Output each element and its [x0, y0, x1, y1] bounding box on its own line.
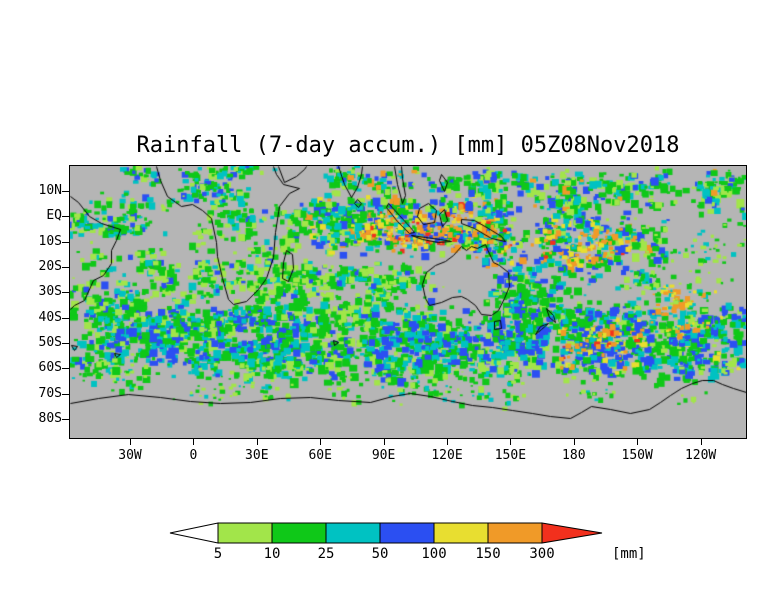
- lon-label-150E: 150E: [494, 448, 527, 463]
- colorbar: [169, 522, 603, 544]
- lon-label-60E: 60E: [308, 448, 332, 463]
- lat-label-10S: 10S: [38, 233, 62, 249]
- colorbar-level-100: 100: [421, 546, 447, 562]
- lat-tick: [62, 419, 69, 420]
- lat-label-80S: 80S: [38, 410, 62, 426]
- lon-tick: [510, 439, 511, 445]
- lat-tick: [62, 267, 69, 268]
- lon-tick: [257, 439, 258, 445]
- lat-label-20S: 20S: [38, 258, 62, 274]
- lon-tick: [701, 439, 702, 445]
- colorbar-above-max-arrow: [541, 522, 603, 544]
- lon-label-90E: 90E: [371, 448, 396, 463]
- rainfall-map: [70, 166, 746, 438]
- map-frame: [69, 165, 747, 439]
- colorbar-segment-6: [487, 522, 543, 544]
- lon-label-0: 0: [189, 448, 198, 463]
- lon-tick: [447, 439, 448, 445]
- colorbar-segment-4: [379, 522, 435, 544]
- lat-tick: [62, 343, 69, 344]
- lat-label-EQ: EQ: [46, 208, 62, 224]
- colorbar-level-150: 150: [475, 546, 501, 562]
- lon-label-30E: 30E: [245, 448, 269, 463]
- colorbar-below-min-arrow: [169, 522, 219, 544]
- lat-label-30S: 30S: [38, 284, 62, 300]
- lon-tick: [320, 439, 321, 445]
- lon-label-120E: 120E: [431, 448, 463, 463]
- lon-label-120W: 120W: [684, 448, 717, 463]
- lon-tick: [193, 439, 194, 445]
- colorbar-segment-1: [217, 522, 273, 544]
- lat-label-70S: 70S: [38, 385, 62, 401]
- lat-label-40S: 40S: [38, 309, 62, 325]
- colorbar-segment-3: [325, 522, 381, 544]
- colorbar-level-5: 5: [213, 546, 223, 562]
- lat-label-50S: 50S: [38, 334, 62, 350]
- lon-label-180: 180: [562, 448, 586, 463]
- lon-tick: [384, 439, 385, 445]
- colorbar-level-50: 50: [371, 546, 389, 562]
- lat-tick: [62, 318, 69, 319]
- colorbar-unit-label: [mm]: [612, 546, 646, 562]
- lat-label-10N: 10N: [38, 183, 62, 198]
- lon-tick: [574, 439, 575, 445]
- lat-tick: [62, 292, 69, 293]
- colorbar-segment-2: [271, 522, 327, 544]
- lon-tick: [637, 439, 638, 445]
- lon-tick: [130, 439, 131, 445]
- lon-label-30W: 30W: [118, 448, 142, 463]
- lat-tick: [62, 394, 69, 395]
- lat-tick: [62, 216, 69, 217]
- lat-tick: [62, 368, 69, 369]
- lon-label-150W: 150W: [621, 448, 653, 463]
- lat-label-60S: 60S: [38, 360, 62, 376]
- colorbar-level-10: 10: [263, 546, 281, 562]
- plot-title: Rainfall (7-day accum.) [mm] 05Z08Nov201…: [136, 133, 680, 158]
- lat-tick: [62, 191, 69, 192]
- colorbar-level-300: 300: [529, 546, 555, 562]
- lat-tick: [62, 242, 69, 243]
- colorbar-level-25: 25: [317, 546, 335, 562]
- colorbar-segment-5: [433, 522, 489, 544]
